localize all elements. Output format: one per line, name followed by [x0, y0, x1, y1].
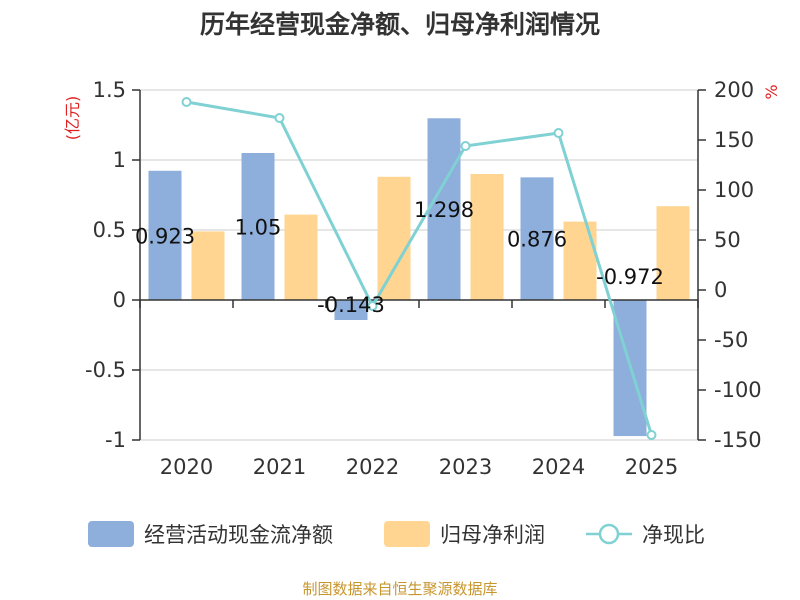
legend: 经营活动现金流净额 归母净利润 净现比: [88, 521, 705, 547]
right-tick-label: 0: [714, 278, 727, 302]
x-tick-label: 2023: [439, 455, 492, 479]
bar-net-profit: [656, 206, 690, 300]
data-label-layer: 0.923 1.05 -0.143 1.298 0.876 -0.972: [135, 198, 664, 317]
data-label: 0.876: [507, 228, 567, 252]
ratio-point: [274, 113, 285, 123]
grid-lines: [140, 89, 698, 441]
chart-title: 历年经营现金净额、归母净利润情况: [200, 10, 600, 39]
ratio-point: [460, 141, 471, 151]
legend-label-net-profit: 归母净利润: [440, 523, 545, 547]
line-ratio: [186, 100, 653, 436]
x-tick-label: 2020: [160, 455, 213, 479]
tick-label-layer: 1.5 1 0.5 0 -0.5 -1 200 150 100 50 0 -50 -100 -150 202…: [85, 78, 762, 479]
data-label: 0.923: [135, 224, 195, 248]
left-tick-label: 0.5: [93, 218, 126, 242]
data-label: 1.05: [235, 216, 282, 240]
x-tick-label: 2025: [625, 455, 678, 479]
bar-net-profit: [563, 221, 597, 300]
source-note: 制图数据来自恒生聚源数据库: [302, 580, 497, 598]
right-tick-label: 150: [714, 128, 754, 152]
data-label: 1.298: [414, 198, 474, 222]
bar-net-profit: [470, 174, 504, 300]
left-axis-unit: (亿元): [63, 96, 82, 141]
ratio-point: [367, 301, 378, 311]
legend-label-cash-flow: 经营活动现金流净额: [144, 523, 333, 547]
legend-swatch-cash-flow: [88, 521, 134, 547]
right-tick-label: -50: [714, 328, 748, 352]
bar-layer: [148, 118, 690, 437]
right-tick-label: -100: [714, 378, 762, 402]
ratio-point: [181, 97, 192, 107]
x-tick-label: 2021: [253, 455, 306, 479]
axis-layer: [132, 89, 706, 441]
bar-cash-flow: [148, 170, 182, 300]
bar-net-profit: [377, 176, 411, 300]
bar-cash-flow: [241, 153, 275, 300]
ratio-point: [646, 430, 657, 440]
legend-label-ratio: 净现比: [642, 523, 705, 547]
right-tick-label: -150: [714, 428, 762, 452]
x-tick-label: 2024: [532, 455, 585, 479]
left-tick-label: 0: [113, 288, 126, 312]
bar-cash-flow: [427, 118, 461, 300]
bar-net-profit: [284, 214, 318, 300]
data-label: -0.972: [596, 265, 664, 289]
x-tick-label: 2022: [346, 455, 399, 479]
legend-marker-ratio: [598, 523, 620, 545]
left-tick-label: 1: [113, 148, 126, 172]
left-tick-label: 1.5: [93, 78, 126, 102]
right-tick-label: 50: [714, 228, 741, 252]
right-tick-label: 200: [714, 78, 754, 102]
line-layer: [181, 97, 657, 440]
ratio-point: [553, 128, 564, 138]
left-tick-label: -1: [105, 428, 126, 452]
bar-net-profit: [191, 231, 225, 300]
left-tick-label: -0.5: [85, 358, 126, 382]
bar-cash-flow: [334, 300, 368, 321]
right-axis-unit: %: [762, 84, 781, 99]
data-label: -0.143: [317, 293, 385, 317]
bar-cash-flow: [520, 177, 554, 300]
legend-swatch-net-profit: [384, 521, 430, 547]
right-tick-label: 100: [714, 178, 754, 202]
